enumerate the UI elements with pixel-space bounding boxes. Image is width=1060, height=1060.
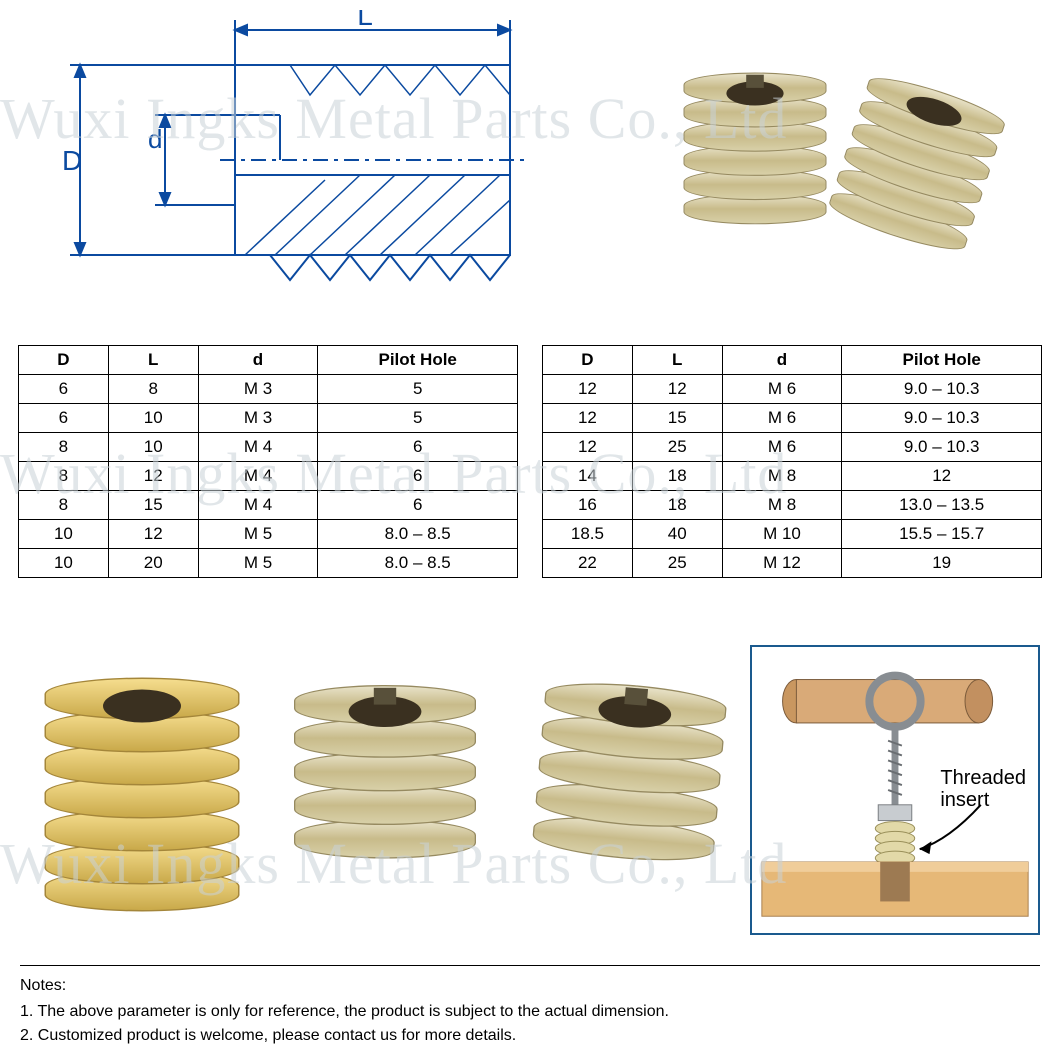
table-cell: 10 (108, 433, 198, 462)
table-cell: M 12 (722, 549, 842, 578)
table-cell: 18 (632, 462, 722, 491)
table-cell: 8 (19, 433, 109, 462)
table-cell: 8 (108, 375, 198, 404)
table-header: d (198, 346, 318, 375)
table-cell: 18.5 (543, 520, 633, 549)
table-cell: 9.0 – 10.3 (842, 404, 1042, 433)
table-cell: 14 (543, 462, 633, 491)
table-row: 18.540M 1015.5 – 15.7 (543, 520, 1042, 549)
table-header: L (108, 346, 198, 375)
top-section: L (0, 10, 1060, 320)
table-cell: 5 (318, 404, 518, 433)
table-cell: 10 (19, 549, 109, 578)
table-cell: M 3 (198, 404, 318, 433)
insert-photo (684, 73, 827, 238)
table-header: D (19, 346, 109, 375)
table-cell: M 3 (198, 375, 318, 404)
table-cell: 6 (318, 491, 518, 520)
table-cell: 25 (632, 549, 722, 578)
table-cell: 8 (19, 462, 109, 491)
table-cell: 6 (318, 462, 518, 491)
table-row: 1225M 69.0 – 10.3 (543, 433, 1042, 462)
notes-title: Notes: (20, 974, 1040, 998)
table-cell: 13.0 – 13.5 (842, 491, 1042, 520)
product-photo-pair (670, 60, 1030, 280)
table-row: 1212M 69.0 – 10.3 (543, 375, 1042, 404)
table-cell: 6 (19, 375, 109, 404)
dim-label-D: D (62, 145, 82, 176)
insert-photo-zinc-2 (507, 650, 750, 930)
table-row: 815M 46 (19, 491, 518, 520)
table-cell: M 4 (198, 491, 318, 520)
table-cell: 22 (543, 549, 633, 578)
notes-line: 2. Customized product is welcome, please… (20, 1024, 1040, 1048)
table-row: 1215M 69.0 – 10.3 (543, 404, 1042, 433)
table-cell: M 10 (722, 520, 842, 549)
table-cell: 15 (108, 491, 198, 520)
table-row: 2225M 1219 (543, 549, 1042, 578)
usage-label: Threaded insert (940, 767, 1026, 811)
table-row: 1418M 812 (543, 462, 1042, 491)
spec-table-right: DLdPilot Hole1212M 69.0 – 10.31215M 69.0… (542, 345, 1042, 578)
insert-photo (822, 69, 1009, 270)
table-header: Pilot Hole (318, 346, 518, 375)
table-cell: 25 (632, 433, 722, 462)
bottom-gallery: Threaded insert (20, 640, 1040, 940)
table-cell: 9.0 – 10.3 (842, 433, 1042, 462)
table-row: 1020M 58.0 – 8.5 (19, 549, 518, 578)
insert-photo-brass (20, 650, 263, 930)
table-cell: 19 (842, 549, 1042, 578)
table-cell: 10 (108, 404, 198, 433)
table-cell: 12 (108, 520, 198, 549)
spec-table-left: DLdPilot Hole68M 35610M 35810M 46812M 46… (18, 345, 518, 578)
table-cell: 10 (19, 520, 109, 549)
dim-label-L: L (357, 10, 373, 31)
usage-diagram: Threaded insert (750, 650, 1040, 930)
table-cell: M 4 (198, 433, 318, 462)
table-cell: 6 (318, 433, 518, 462)
table-cell: 40 (632, 520, 722, 549)
table-cell: M 5 (198, 549, 318, 578)
table-cell: 12 (543, 433, 633, 462)
table-cell: 8 (19, 491, 109, 520)
table-cell: M 8 (722, 491, 842, 520)
table-cell: M 5 (198, 520, 318, 549)
table-cell: 12 (842, 462, 1042, 491)
table-cell: 12 (543, 404, 633, 433)
notes-line: 1. The above parameter is only for refer… (20, 1000, 1040, 1024)
table-row: 68M 35 (19, 375, 518, 404)
table-cell: 15 (632, 404, 722, 433)
table-cell: 18 (632, 491, 722, 520)
table-row: 810M 46 (19, 433, 518, 462)
notes-section: Notes: 1. The above parameter is only fo… (20, 965, 1040, 1048)
insert-photo-zinc-1 (263, 650, 506, 930)
table-cell: 8.0 – 8.5 (318, 520, 518, 549)
table-cell: M 6 (722, 375, 842, 404)
technical-drawing: L (60, 10, 540, 310)
spec-tables: DLdPilot Hole68M 35610M 35810M 46812M 46… (18, 345, 1042, 578)
table-cell: M 8 (722, 462, 842, 491)
table-cell: 8.0 – 8.5 (318, 549, 518, 578)
table-row: 610M 35 (19, 404, 518, 433)
table-cell: 9.0 – 10.3 (842, 375, 1042, 404)
table-cell: M 4 (198, 462, 318, 491)
table-cell: 15.5 – 15.7 (842, 520, 1042, 549)
table-header: L (632, 346, 722, 375)
table-header: D (543, 346, 633, 375)
table-row: 1618M 813.0 – 13.5 (543, 491, 1042, 520)
table-header: d (722, 346, 842, 375)
table-cell: 12 (543, 375, 633, 404)
table-cell: 12 (108, 462, 198, 491)
table-cell: 12 (632, 375, 722, 404)
table-cell: 6 (19, 404, 109, 433)
table-cell: 20 (108, 549, 198, 578)
table-header: Pilot Hole (842, 346, 1042, 375)
table-row: 812M 46 (19, 462, 518, 491)
table-cell: M 6 (722, 433, 842, 462)
table-cell: M 6 (722, 404, 842, 433)
table-row: 1012M 58.0 – 8.5 (19, 520, 518, 549)
dim-label-d: d (148, 124, 162, 154)
table-cell: 5 (318, 375, 518, 404)
table-cell: 16 (543, 491, 633, 520)
